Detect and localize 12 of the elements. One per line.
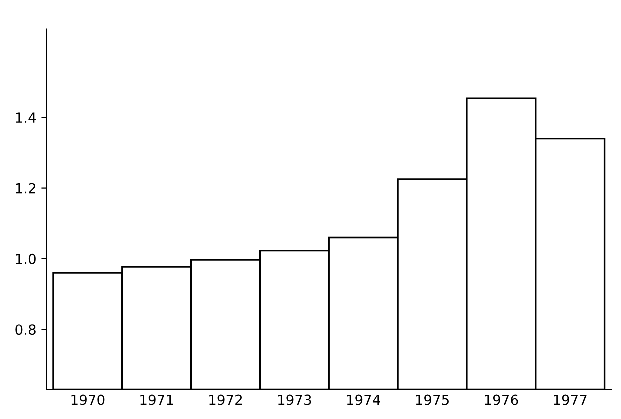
x-tick-label: 1975 [416, 394, 449, 406]
y-tick-label: 1.2 [16, 183, 36, 194]
y-tick-label: 1.0 [16, 254, 36, 264]
y-tick-label: 1.4 [16, 112, 36, 123]
x-tick-label: 1973 [278, 394, 312, 406]
x-tick-label: 1971 [140, 394, 174, 406]
x-tick-label: 1974 [347, 394, 380, 406]
y-tick-label: 0.8 [16, 324, 36, 336]
x-tick-label: 1972 [210, 394, 242, 406]
x-tick-label: 1970 [72, 394, 105, 406]
x-tick-label: 1976 [485, 394, 518, 406]
x-tick-label: 1977 [554, 394, 587, 406]
